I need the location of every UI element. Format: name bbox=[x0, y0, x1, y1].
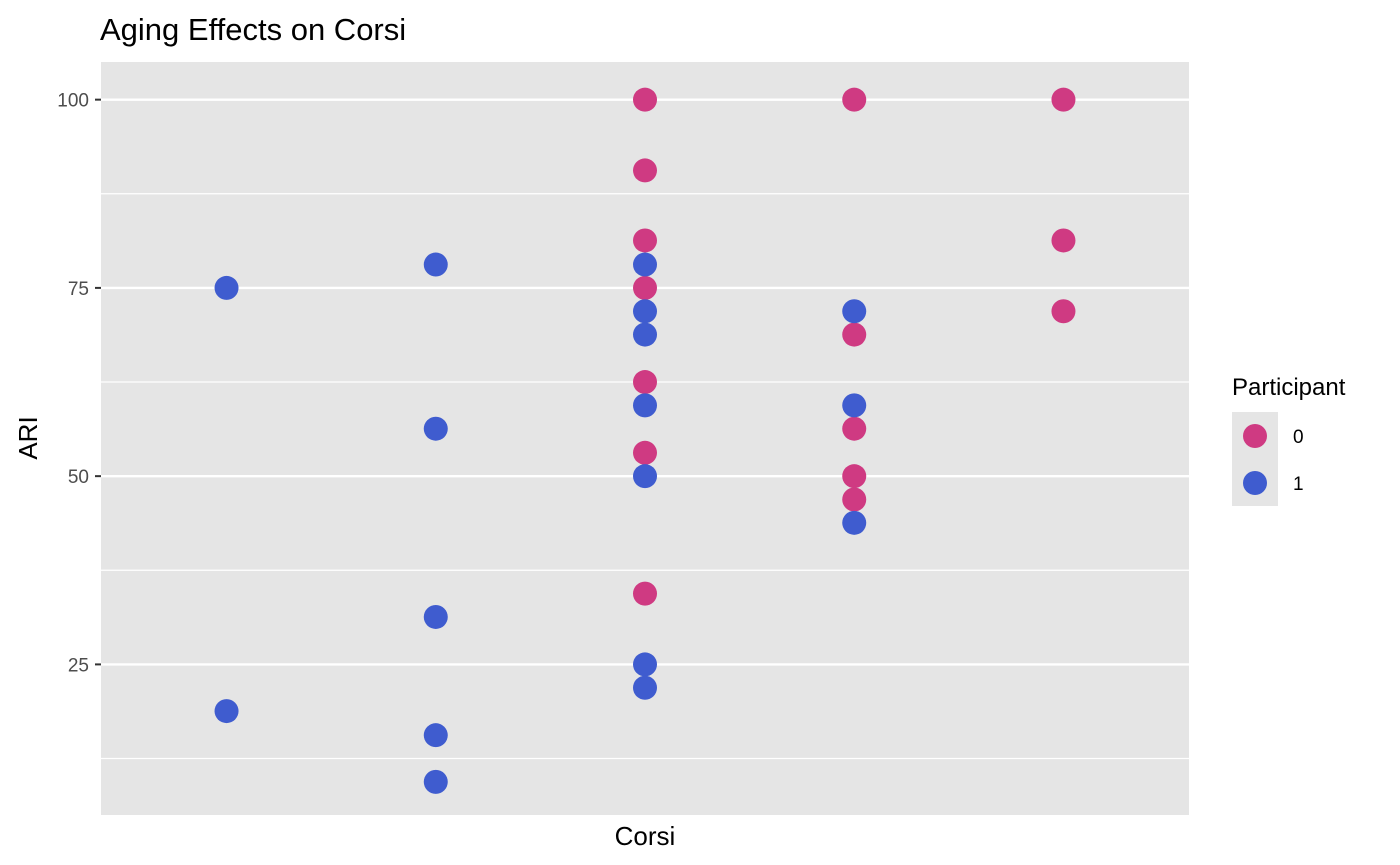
legend-label-1: 1 bbox=[1293, 474, 1304, 495]
y-axis: 25 50 75 100 bbox=[57, 91, 101, 676]
legend-title: Participant bbox=[1232, 374, 1346, 401]
data-point-series-0 bbox=[1051, 228, 1076, 253]
data-point-series-1 bbox=[423, 604, 448, 629]
data-point-series-1 bbox=[633, 322, 657, 347]
data-point-series-1 bbox=[214, 275, 239, 300]
data-point-series-0 bbox=[633, 228, 657, 253]
y-tick-label: 50 bbox=[68, 467, 89, 488]
data-point-series-1 bbox=[842, 393, 867, 418]
data-point-series-0 bbox=[633, 87, 657, 112]
legend-key-1 bbox=[1243, 471, 1267, 495]
data-point-series-0 bbox=[633, 581, 657, 606]
data-points bbox=[214, 87, 1076, 794]
data-point-series-1 bbox=[633, 299, 657, 324]
data-point-series-0 bbox=[842, 87, 867, 112]
data-point-series-0 bbox=[1051, 299, 1076, 324]
data-point-series-1 bbox=[633, 252, 657, 277]
data-point-series-1 bbox=[633, 675, 657, 700]
data-point-series-0 bbox=[633, 158, 657, 183]
data-point-series-0 bbox=[842, 464, 867, 489]
data-point-series-1 bbox=[423, 252, 448, 277]
legend: Participant 0 1 bbox=[1232, 374, 1346, 506]
y-tick-label: 25 bbox=[68, 655, 89, 676]
data-point-series-0 bbox=[633, 440, 657, 465]
data-point-series-1 bbox=[633, 393, 657, 418]
data-point-series-1 bbox=[842, 299, 867, 324]
data-point-series-0 bbox=[842, 416, 867, 441]
data-point-series-1 bbox=[842, 510, 867, 535]
data-point-series-1 bbox=[633, 652, 657, 677]
data-point-series-0 bbox=[842, 487, 867, 512]
legend-label-0: 0 bbox=[1293, 427, 1304, 448]
data-point-series-0 bbox=[1051, 87, 1076, 112]
data-point-series-1 bbox=[633, 464, 657, 489]
data-point-series-0 bbox=[842, 322, 867, 347]
data-point-series-1 bbox=[423, 769, 448, 794]
data-point-series-0 bbox=[633, 275, 657, 300]
y-axis-title: ARI bbox=[13, 416, 43, 459]
data-point-series-0 bbox=[633, 370, 657, 395]
y-tick-label: 100 bbox=[57, 91, 89, 112]
data-point-series-1 bbox=[423, 416, 448, 441]
data-point-series-1 bbox=[423, 723, 448, 748]
data-point-series-1 bbox=[214, 699, 239, 724]
chart-title: Aging Effects on Corsi bbox=[100, 12, 406, 47]
x-axis-title: Corsi bbox=[615, 821, 676, 851]
y-tick-label: 75 bbox=[68, 279, 89, 300]
legend-key-0 bbox=[1243, 424, 1267, 448]
